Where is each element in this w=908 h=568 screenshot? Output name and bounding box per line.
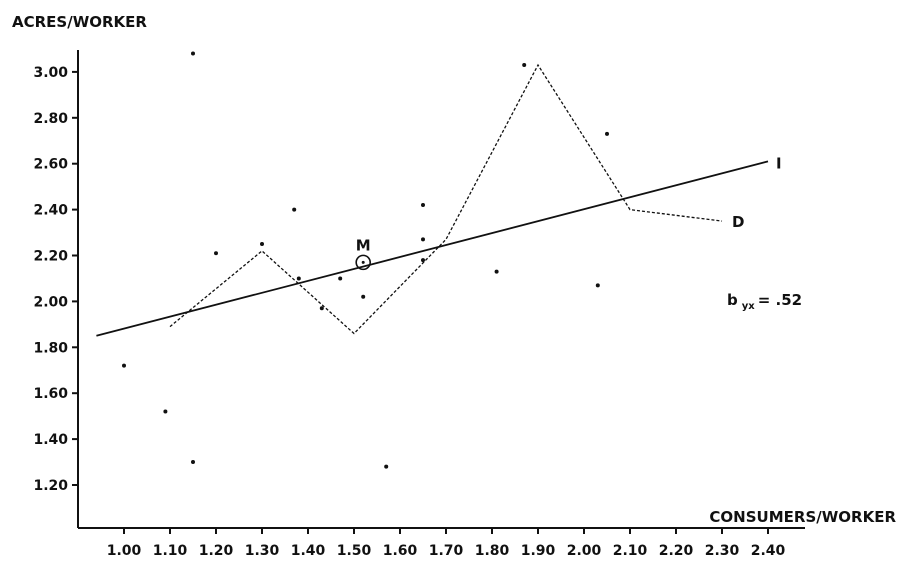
x-tick-label: 2.10: [613, 543, 648, 559]
x-axis-title: CONSUMERS/WORKER: [709, 508, 896, 526]
data-point: [163, 409, 168, 414]
y-axis-title: ACRES/WORKER: [12, 13, 147, 31]
series-label-i: I: [776, 154, 782, 172]
coef-value: = .52: [758, 291, 802, 309]
data-point: [494, 269, 499, 274]
x-tick-label: 1.50: [337, 543, 372, 559]
data-point: [122, 363, 126, 368]
y-tick-label: 2.80: [33, 111, 68, 127]
data-point: [319, 306, 324, 311]
y-tick-label: 3.00: [33, 65, 68, 81]
x-tick-label: 1.30: [245, 543, 280, 559]
x-tick-label: 2.00: [567, 543, 602, 559]
x-tick-label: 1.20: [199, 543, 234, 559]
mean-point-dot: [361, 260, 365, 264]
x-tick-label: 2.40: [751, 543, 786, 559]
labels-layer: ACRES/WORKER CONSUMERS/WORKER M I D b yx =…: [12, 13, 896, 526]
coef-prefix: b: [727, 291, 738, 309]
x-tick-label: 2.30: [705, 543, 740, 559]
data-point: [361, 294, 366, 299]
data-point: [214, 251, 218, 256]
series-layer: [96, 63, 769, 337]
x-tick-label: 1.60: [383, 543, 418, 559]
x-tick-label: 1.00: [107, 543, 142, 559]
data-point: [260, 242, 264, 247]
data-point: [421, 203, 425, 208]
x-tick-label: 1.90: [521, 543, 556, 559]
x-tick-label: 1.80: [475, 543, 510, 559]
y-tick-label: 1.20: [33, 478, 68, 494]
x-tick-label: 1.40: [291, 543, 326, 559]
data-point: [522, 63, 527, 68]
y-tick-label: 2.40: [33, 203, 68, 219]
data-point: [191, 51, 195, 56]
data-point: [384, 464, 389, 469]
series-line-i: [96, 160, 769, 337]
coef-subscript: yx: [742, 301, 756, 312]
data-point: [292, 207, 297, 212]
y-tick-label: 2.20: [33, 249, 68, 265]
data-point: [338, 276, 343, 281]
data-point: [296, 276, 301, 281]
points-layer: [122, 51, 609, 469]
y-tick-label: 1.40: [33, 432, 68, 448]
x-tick-label: 1.10: [153, 543, 188, 559]
y-tick-label: 2.60: [33, 157, 68, 173]
data-point: [605, 131, 609, 136]
series-label-d: D: [732, 213, 744, 231]
data-point: [421, 237, 425, 242]
data-point: [421, 258, 425, 263]
y-tick-label: 1.80: [33, 340, 68, 356]
regression-coefficient: b yx = .52: [727, 291, 802, 312]
x-tick-label: 1.70: [429, 543, 464, 559]
data-point: [595, 283, 600, 288]
mean-point-label: M: [356, 236, 371, 254]
y-tick-label: 2.00: [33, 294, 68, 310]
series-line-d: [169, 63, 723, 335]
data-point: [191, 460, 195, 465]
axes: 1.20 1.40 1.60 1.80 2.00 2.20 2.40 2.60 2.80 3.00…: [33, 50, 805, 559]
x-tick-label: 2.20: [659, 543, 694, 559]
mean-point-marker: [355, 254, 372, 271]
y-tick-label: 1.60: [33, 386, 68, 402]
